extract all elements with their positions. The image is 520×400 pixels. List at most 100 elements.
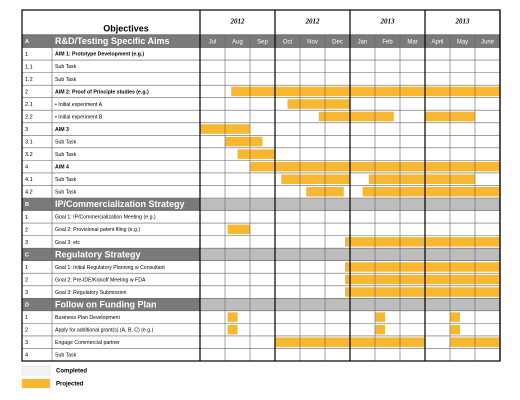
task-label: Sub Task <box>55 64 77 70</box>
year-label: 2012 <box>305 18 321 26</box>
section-label: R&D/Testing Specific Aims <box>55 36 170 46</box>
schedule-bar <box>345 274 500 285</box>
month-label: May <box>457 39 468 45</box>
schedule-bar <box>281 174 350 184</box>
task-label: Sub Task <box>55 152 77 158</box>
row-id: 3.2 <box>25 152 33 158</box>
objectives-header: Objectives <box>103 23 149 33</box>
schedule-bar <box>227 224 250 235</box>
legend-swatch-completed <box>21 365 51 376</box>
legend-completed: Completed <box>56 369 87 375</box>
year-label: 2012 <box>230 18 246 26</box>
year-label: 2013 <box>380 18 396 26</box>
row-id: 4.1 <box>25 177 33 183</box>
task-label: Engage Commercial partner <box>55 340 120 346</box>
task-label: Sub Task <box>55 77 77 83</box>
section-label: Regulatory Strategy <box>55 249 141 259</box>
row-id: 4 <box>25 353 28 359</box>
task-label: Goal 3: Regulatory Submission <box>55 290 127 296</box>
task-label: • Initial experiment B <box>55 114 103 120</box>
section-band <box>22 298 200 311</box>
month-label: Sep <box>257 39 268 45</box>
aim-label: AIM 3 <box>55 127 69 133</box>
aim-label: AIM 4 <box>55 165 69 171</box>
section-band <box>22 35 200 48</box>
task-label: Sub Task <box>55 177 77 183</box>
row-id: 1.2 <box>25 77 33 83</box>
month-label: June <box>481 39 495 45</box>
row-id: 4 <box>25 165 28 171</box>
section-label: IP/Commercialization Strategy <box>55 199 185 209</box>
task-label: • Initial experiment A <box>55 102 103 108</box>
schedule-bar <box>231 86 500 97</box>
section-label: Follow on Funding Plan <box>55 299 156 309</box>
row-id: 3.1 <box>25 140 33 146</box>
month-label: April <box>431 39 443 45</box>
month-label: Nov <box>307 39 318 45</box>
schedule-bar <box>318 111 394 122</box>
row-id: 1 <box>25 215 28 221</box>
month-label: Dec <box>332 39 343 45</box>
row-id: 1 <box>25 265 28 271</box>
row-id: 2.1 <box>25 102 33 108</box>
month-label: Oct <box>283 39 293 45</box>
task-label: Goal 3: etc <box>55 240 80 246</box>
row-id: 2.2 <box>25 114 33 120</box>
task-label: Goal 2: Pre-IDE/Kickoff Meeting w FDA <box>55 277 146 283</box>
year-label: 2013 <box>455 18 471 26</box>
month-label: Aug <box>232 39 243 45</box>
schedule-bar <box>368 174 475 184</box>
task-label: Business Plan Development <box>55 315 120 321</box>
row-id: A <box>25 39 29 45</box>
month-label: Jan <box>358 39 368 45</box>
row-id: 1 <box>25 315 28 321</box>
schedule-bar <box>375 324 385 335</box>
month-label: Mar <box>407 39 417 45</box>
task-label: Goal 1: IP/Commercialization Meeting (e.… <box>55 215 156 221</box>
month-label: Jul <box>209 39 217 45</box>
legend-projected: Projected <box>56 382 84 388</box>
task-label: Goal 1: Initial Regulatory Planning w Co… <box>55 265 165 271</box>
row-id: 2 <box>25 328 28 334</box>
aim-label: AIM 2: Proof of Principle studies (e.g.) <box>55 89 149 95</box>
row-id: 2 <box>25 227 28 233</box>
section-band <box>22 198 200 211</box>
task-label: Sub Task <box>55 353 77 359</box>
section-band <box>22 248 200 261</box>
legend-swatch-projected <box>22 379 50 388</box>
row-id: D <box>25 303 29 309</box>
row-id: B <box>25 202 29 208</box>
row-id: 3 <box>25 290 28 296</box>
table-border <box>21 9 501 362</box>
row-id: 2 <box>25 89 28 95</box>
schedule-bar <box>345 287 500 297</box>
schedule-bar <box>450 312 460 322</box>
row-id: 3 <box>25 340 28 346</box>
row-id: 3 <box>25 127 28 133</box>
task-label: Sub Task <box>55 190 77 196</box>
schedule-bar <box>225 136 263 147</box>
task-label: Goal 2: Provisional patent filing (e.g.) <box>55 227 140 233</box>
row-id: 1.1 <box>25 64 33 70</box>
row-id: 4.2 <box>25 190 33 196</box>
schedule-bar <box>345 237 500 247</box>
task-label: Apply for additional grant(s) (A, B, C) … <box>55 328 154 334</box>
schedule-bar <box>227 312 238 322</box>
schedule-bar <box>345 262 500 272</box>
schedule-bar <box>450 324 460 335</box>
row-id: 2 <box>25 277 28 283</box>
schedule-bar <box>227 324 238 335</box>
task-label: Sub Task <box>55 139 77 145</box>
row-id: 1 <box>25 52 28 58</box>
month-label: Feb <box>382 39 393 45</box>
aim-label: AIM 1: Prototype Development (e.g.) <box>55 52 144 58</box>
schedule-bar <box>287 99 350 109</box>
schedule-bar <box>375 312 385 322</box>
header-row <box>21 9 501 36</box>
row-id: C <box>25 252 29 258</box>
schedule-bar <box>362 186 500 197</box>
schedule-bar <box>237 149 275 159</box>
row-id: 3 <box>25 240 28 246</box>
